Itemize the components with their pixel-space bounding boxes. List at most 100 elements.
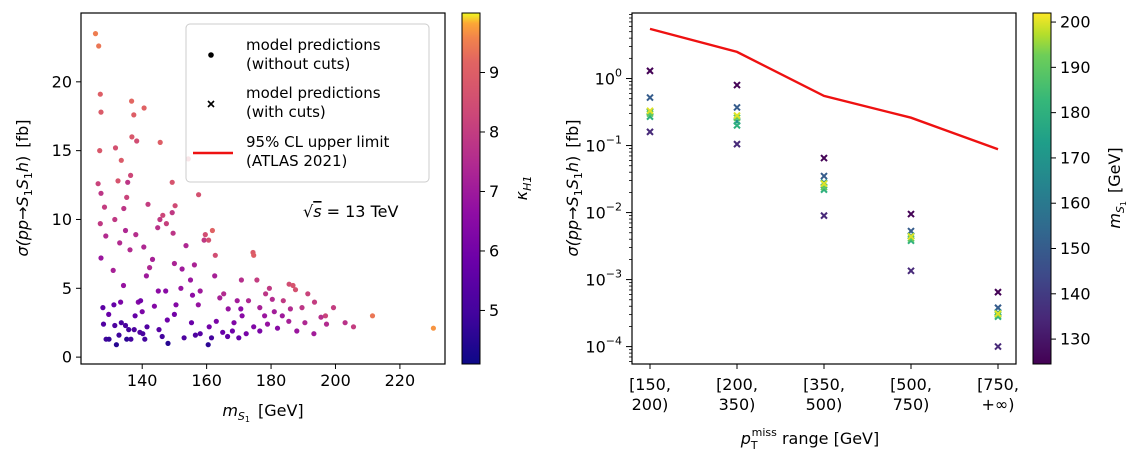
category-label-line1: [200,	[716, 375, 758, 394]
category-label-line1: [150,	[629, 375, 671, 394]
data-point	[234, 298, 240, 304]
data-point	[217, 295, 223, 301]
colorbar-tick-label: 5	[489, 301, 499, 320]
legend-entry-2-line2: (with cuts)	[246, 103, 326, 121]
data-point	[151, 303, 157, 309]
right-colorbar	[1032, 12, 1052, 365]
y-tick-label: 100	[595, 67, 622, 89]
data-point	[131, 112, 137, 118]
data-point	[220, 329, 226, 335]
legend-dot-marker	[208, 52, 214, 58]
category-label-line2: 750)	[893, 395, 930, 414]
data-point	[330, 305, 337, 311]
data-point	[144, 324, 150, 330]
legend-entry-1-line1: model predictions	[246, 36, 381, 54]
cross-point	[733, 81, 741, 89]
data-point	[98, 255, 104, 261]
data-point	[202, 232, 208, 238]
data-point	[118, 299, 124, 305]
data-point	[201, 237, 207, 243]
legend-entry-3-line2: (ATLAS 2021)	[246, 152, 347, 170]
data-point	[171, 260, 177, 267]
data-point	[100, 305, 106, 311]
data-point	[132, 313, 138, 319]
right-colorbar-ticks: 130 140 150 160 170 180 190 200	[1051, 13, 1091, 349]
cross-point	[733, 121, 741, 130]
cross-point	[733, 103, 741, 112]
cross-point	[646, 128, 654, 136]
left-y-ticks: 0 5 10 15 20	[52, 72, 81, 367]
data-point	[128, 172, 134, 178]
y-tick-label: 10−1	[585, 134, 622, 156]
cross-point	[907, 267, 915, 275]
data-point	[111, 302, 117, 308]
data-point	[269, 296, 275, 302]
data-point	[110, 267, 116, 273]
cross-point	[820, 185, 828, 194]
data-point	[322, 313, 329, 319]
data-point	[134, 138, 140, 144]
data-point	[430, 325, 436, 331]
data-point	[92, 30, 99, 37]
data-point	[145, 201, 151, 207]
data-point	[257, 305, 263, 311]
data-point	[342, 320, 348, 326]
data-point	[95, 181, 101, 187]
right-points	[646, 67, 1002, 351]
data-point	[160, 212, 166, 218]
y-tick-label: 10−3	[585, 268, 622, 290]
colorbar-tick-label: 190	[1060, 58, 1091, 77]
cross-point	[820, 179, 828, 188]
data-point	[97, 221, 103, 227]
colorbar-tick-label: 180	[1060, 103, 1091, 122]
data-point	[128, 336, 134, 342]
data-point	[126, 327, 132, 333]
cross-point	[820, 172, 828, 180]
left-x-ticks: 140 160 180 200 220	[127, 364, 415, 390]
data-point	[225, 306, 231, 312]
legend-box	[185, 23, 430, 183]
right-y-axis-label: σ(pp→S1S1h)[fb]	[563, 119, 585, 256]
data-point	[191, 262, 197, 268]
category-label-line2: 350)	[719, 395, 756, 414]
cross-point	[994, 288, 1002, 296]
data-point	[157, 139, 163, 145]
data-point	[155, 225, 161, 231]
data-point	[122, 227, 129, 234]
data-point	[169, 210, 175, 216]
right-colorbar-label: mS1[GeV]	[1105, 147, 1128, 228]
data-point	[266, 285, 272, 291]
category-label-line1: [750,	[977, 375, 1019, 394]
data-point	[264, 321, 271, 327]
data-point	[350, 324, 357, 330]
data-point	[149, 256, 156, 262]
data-point	[188, 320, 195, 326]
y-tick-label: 10−2	[585, 201, 622, 223]
x-tick-label: 200	[320, 371, 351, 390]
category-label-line1: [350,	[803, 375, 845, 394]
data-point	[178, 285, 184, 291]
data-point	[280, 298, 286, 304]
data-point	[181, 335, 187, 341]
data-point	[292, 287, 299, 293]
category-label-line2: 200)	[632, 395, 669, 414]
left-y-axis-label: σ(pp→S1S1h)[fb]	[13, 119, 35, 256]
right-x-ticks: [150,200) [200,350) [350,500) [500,750) [750…	[629, 364, 1019, 414]
right-x-axis-label: pTmiss range [GeV]	[740, 426, 880, 452]
data-point	[118, 320, 124, 326]
data-point	[302, 320, 308, 326]
data-point	[183, 243, 189, 249]
y-tick-label: 10−4	[585, 335, 622, 357]
data-point	[197, 331, 203, 337]
cross-point	[646, 93, 654, 102]
data-point	[257, 328, 263, 334]
y-tick-label: 5	[62, 279, 72, 298]
data-point	[112, 322, 118, 329]
data-point	[129, 98, 135, 104]
x-tick-label: 140	[127, 371, 158, 390]
data-point	[118, 157, 124, 163]
x-tick-label: 160	[191, 371, 222, 390]
left-points	[92, 30, 436, 348]
cross-point	[733, 140, 741, 148]
